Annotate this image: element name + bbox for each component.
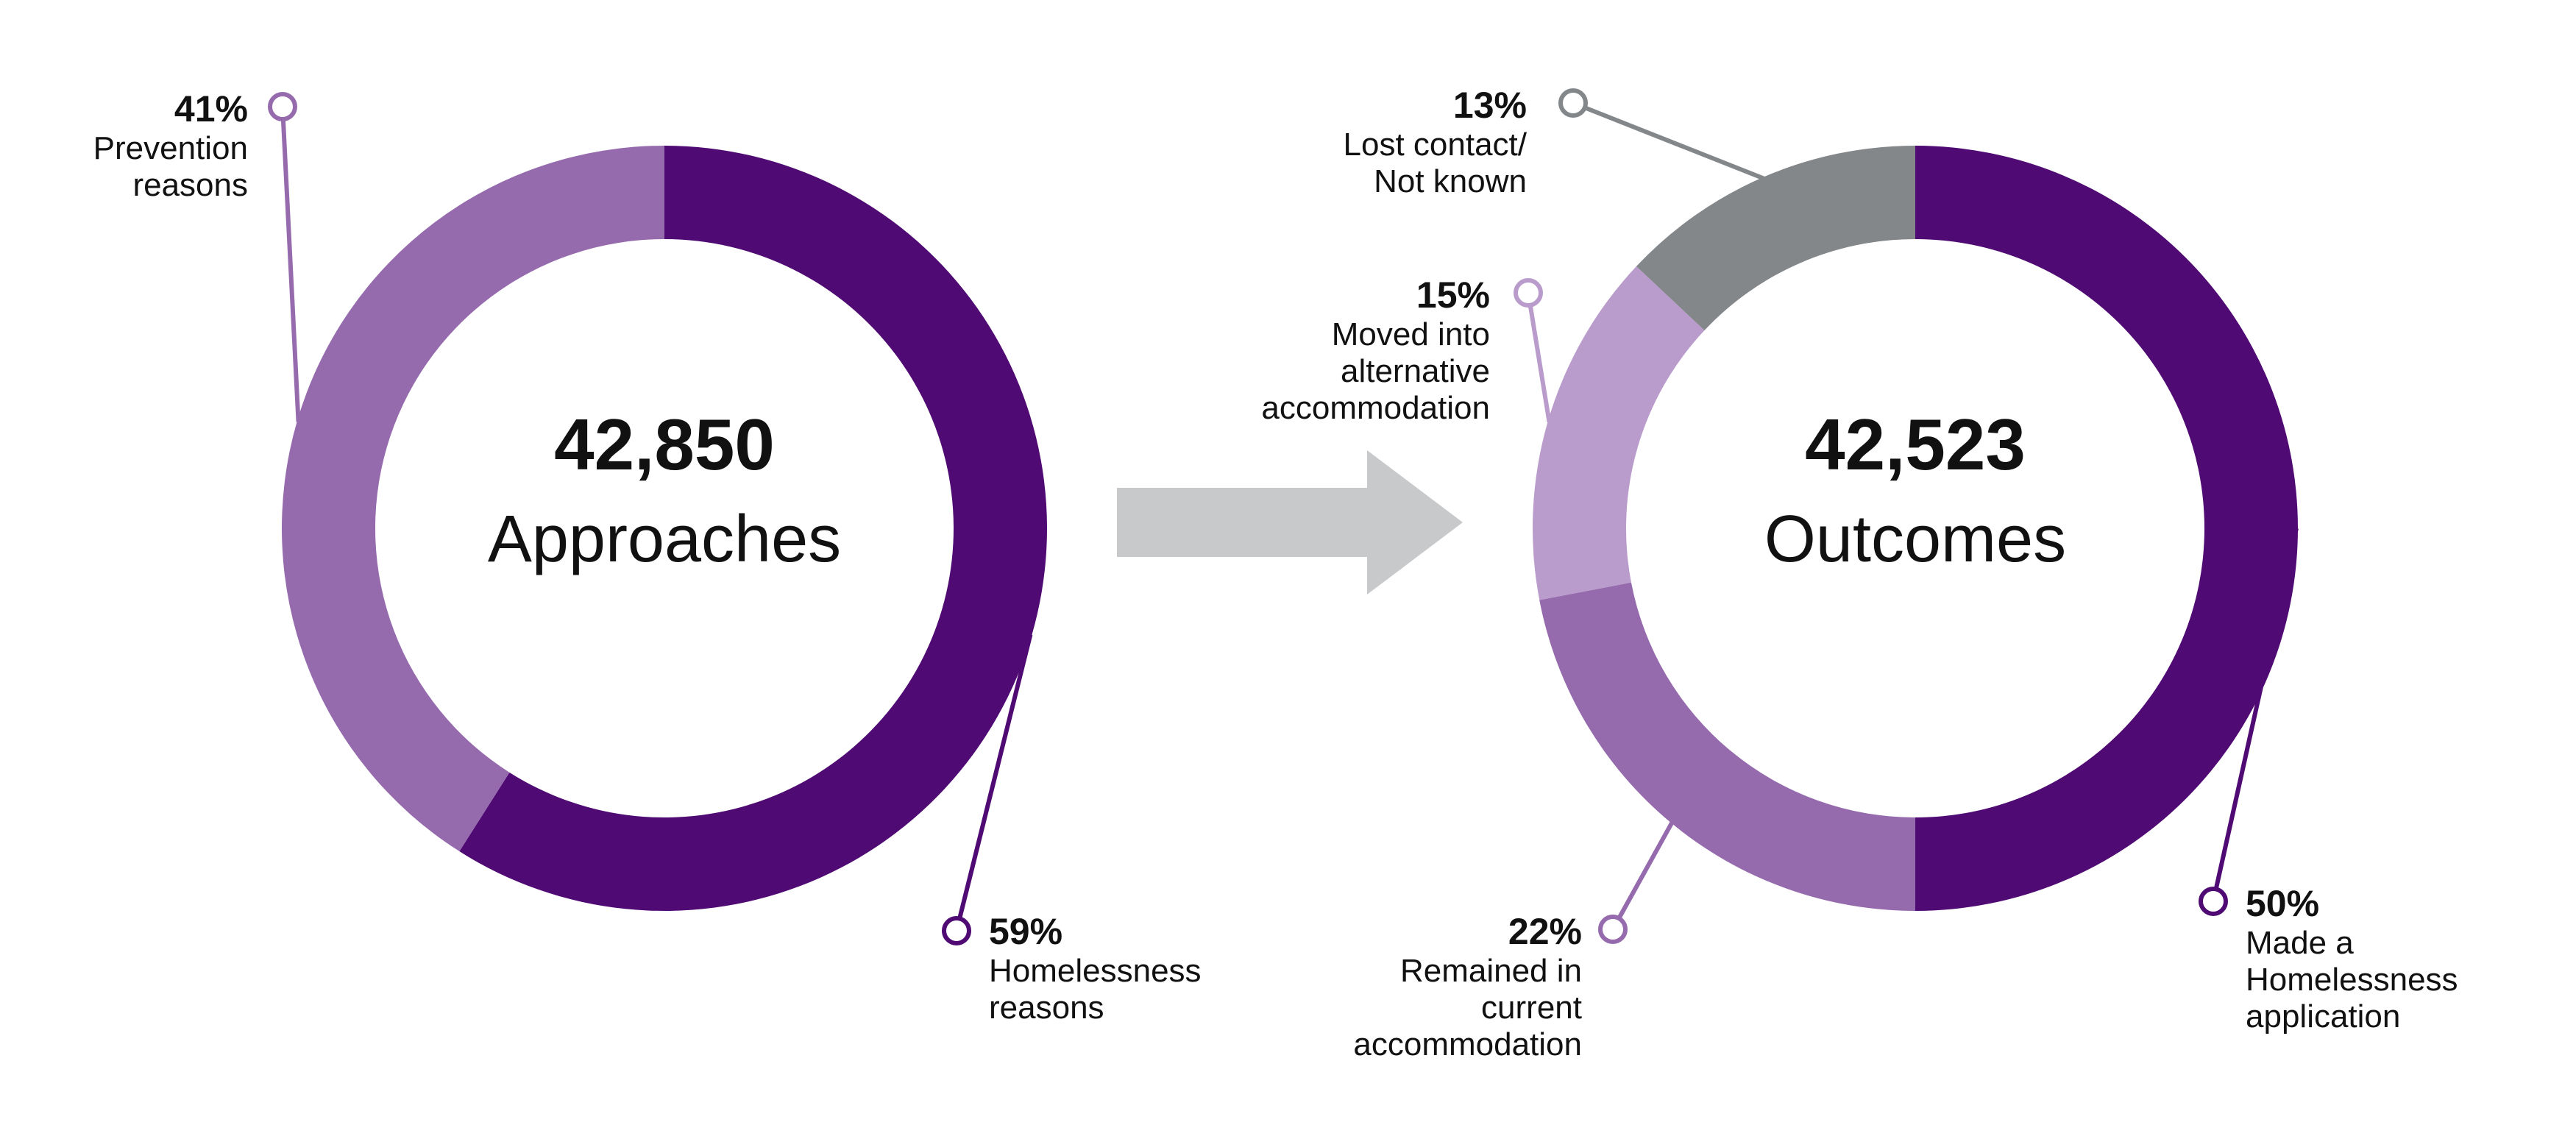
pct-label-prevention-reasons: 41% [174, 88, 248, 129]
slice-lost-contact-not-known [1636, 146, 1915, 330]
donut-approaches: 59%Homelessness reasons 41%Prevention reaso… [93, 88, 1202, 1026]
leader-line-prevention-reasons [280, 118, 301, 422]
slice-label-remained-in-current-accommodation: Remained in current accommodation [1353, 953, 1582, 1062]
slice-homelessness-reasons [459, 146, 1047, 911]
slice-label-prevention-reasons: Prevention reasons [93, 130, 248, 203]
callout-marker-homelessness-reasons [942, 916, 971, 945]
pct-label-remained-in-current-accommodation: 22% [1508, 911, 1582, 952]
center-label-approaches: Approaches [488, 503, 841, 576]
pct-label-homelessness-reasons: 59% [989, 911, 1062, 952]
callout-marker-moved-into-alternative-accommodation [1514, 278, 1543, 308]
center-value-outcomes: 42,523 [1805, 404, 2026, 485]
pct-label-lost-contact-not-known: 13% [1453, 85, 1527, 126]
pct-label-made-a-homelessness-application: 50% [2246, 883, 2319, 924]
slice-label-moved-into-alternative-accommodation: Moved into alternative accommodation [1261, 316, 1490, 426]
donut-outcomes: 50%Made a Homelessness application 22%Remai… [1261, 85, 2458, 1062]
slice-label-lost-contact-not-known: Lost contact/Not known [1344, 127, 1527, 199]
leader-line-moved-into-alternative-accommodation [1527, 305, 1552, 422]
center-label-outcomes: Outcomes [1764, 503, 2066, 576]
callout-marker-made-a-homelessness-application [2199, 887, 2228, 916]
slice-made-a-homelessness-application [1915, 146, 2298, 911]
leader-line-lost-contact-not-known [1583, 105, 1765, 181]
slice-remained-in-current-accommodation [1539, 582, 1915, 911]
slice-label-made-a-homelessness-application: Made a Homelessness application [2246, 925, 2458, 1034]
callout-marker-remained-in-current-accommodation [1598, 915, 1628, 944]
pct-label-moved-into-alternative-accommodation: 15% [1416, 274, 1490, 316]
leader-line-homelessness-reasons [957, 634, 1033, 920]
leader-line-remained-in-current-accommodation [1617, 820, 1675, 920]
callout-marker-lost-contact-not-known [1558, 88, 1588, 118]
slice-moved-into-alternative-accommodation [1533, 266, 1705, 600]
callout-marker-prevention-reasons [268, 92, 297, 121]
slice-prevention-reasons [282, 146, 664, 852]
flow-arrow [1117, 450, 1463, 595]
center-value-approaches: 42,850 [554, 404, 775, 485]
leader-line-made-a-homelessness-application [2213, 528, 2299, 890]
slice-label-homelessness-reasons: Homelessness reasons [989, 953, 1202, 1026]
